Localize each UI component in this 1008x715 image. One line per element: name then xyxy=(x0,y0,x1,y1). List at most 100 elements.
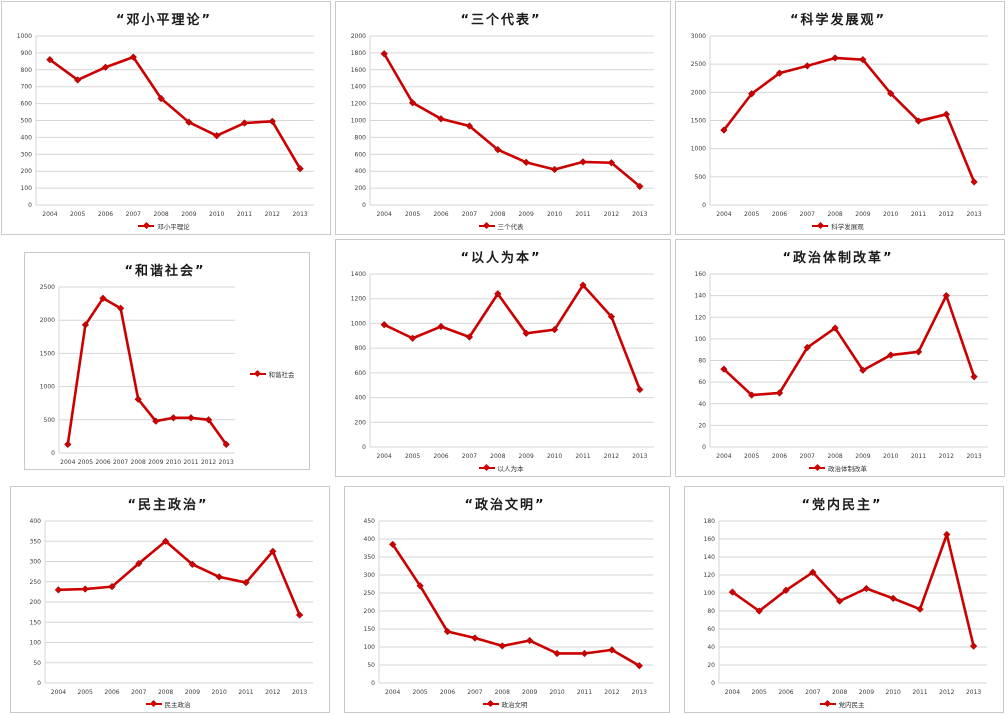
svg-text:2010: 2010 xyxy=(549,689,564,696)
legend-line-marker-icon xyxy=(812,224,829,227)
svg-text:2011: 2011 xyxy=(183,459,198,466)
svg-text:100: 100 xyxy=(21,185,33,192)
svg-text:2007: 2007 xyxy=(131,689,146,696)
svg-text:400: 400 xyxy=(30,518,42,525)
svg-text:2012: 2012 xyxy=(939,211,954,218)
grid-cell: “科学发展观” 0 500 1000 1500 2000 2500 3000 2004 2005… xyxy=(674,0,1008,238)
svg-text:2013: 2013 xyxy=(219,459,234,466)
svg-text:50: 50 xyxy=(33,660,41,667)
svg-text:2500: 2500 xyxy=(691,61,706,68)
svg-text:400: 400 xyxy=(21,134,33,141)
svg-text:160: 160 xyxy=(704,536,716,543)
svg-text:2007: 2007 xyxy=(462,453,477,460)
legend-line-marker-icon xyxy=(478,466,495,469)
legend-line-marker-icon xyxy=(478,224,495,227)
svg-text:2004: 2004 xyxy=(725,689,740,696)
svg-text:2010: 2010 xyxy=(547,211,562,218)
grid-cell: “政治体制改革” 0 20 40 60 80 100 120 140 160 2004 2005 20… xyxy=(674,238,1008,480)
grid-cell: “和谐社会” 0 500 1000 1500 2000 2500 2004 2005 2006 2… xyxy=(0,238,334,480)
svg-text:2009: 2009 xyxy=(519,453,534,460)
legend-label: 科学发展观 xyxy=(831,222,864,231)
svg-text:2012: 2012 xyxy=(939,453,954,460)
svg-text:2005: 2005 xyxy=(78,689,93,696)
chart-panel-yiren-weiben: “以人为本” 0 200 400 600 800 1000 1200 1400 2004 2005… xyxy=(335,239,671,477)
svg-text:400: 400 xyxy=(355,395,367,402)
svg-text:200: 200 xyxy=(21,168,33,175)
svg-text:2012: 2012 xyxy=(604,211,619,218)
svg-text:2004: 2004 xyxy=(716,211,731,218)
svg-text:2008: 2008 xyxy=(490,453,505,460)
svg-text:2006: 2006 xyxy=(772,453,787,460)
svg-text:3000: 3000 xyxy=(691,33,706,40)
chart-title: “三个代表” xyxy=(460,13,542,28)
chart-body: 0 200 400 600 800 1000 1200 1400 2004 2005 2006 200… xyxy=(340,267,662,474)
chart-body: 0 20 40 60 80 100 120 140 160 180 2004 2005 2006 2007… xyxy=(689,514,995,710)
svg-text:120: 120 xyxy=(704,572,716,579)
line-chart: 0 200 400 600 800 1000 1200 1400 1600 1800 2000 200… xyxy=(340,29,662,219)
legend-label: 三个代表 xyxy=(497,222,524,231)
line-chart: 0 100 200 300 400 500 600 700 800 900 1000 2004 2005… xyxy=(6,29,322,219)
svg-text:2007: 2007 xyxy=(467,689,482,696)
svg-text:2008: 2008 xyxy=(832,689,847,696)
svg-text:50: 50 xyxy=(367,662,375,669)
legend-line-marker-icon xyxy=(482,702,499,705)
svg-text:2007: 2007 xyxy=(800,211,815,218)
svg-text:1000: 1000 xyxy=(691,146,706,153)
svg-text:2000: 2000 xyxy=(40,317,55,324)
svg-text:150: 150 xyxy=(364,626,376,633)
svg-text:2011: 2011 xyxy=(911,211,926,218)
svg-text:2000: 2000 xyxy=(691,89,706,96)
chart-legend: 邓小平理论 xyxy=(6,219,322,232)
chart-panel-kexue-fazhanguan: “科学发展观” 0 500 1000 1500 2000 2500 3000 2004 2005… xyxy=(675,1,1005,235)
chart-title: “政治体制改革” xyxy=(782,251,894,266)
chart-panel-sange-daibiao: “三个代表” 0 200 400 600 800 1000 1200 1400 1600 1800… xyxy=(335,1,671,235)
svg-text:1600: 1600 xyxy=(351,67,366,74)
svg-text:2004: 2004 xyxy=(377,211,392,218)
svg-text:2009: 2009 xyxy=(181,211,196,218)
svg-text:0: 0 xyxy=(702,202,706,209)
line-chart: 0 200 400 600 800 1000 1200 1400 2004 2005 2006 200… xyxy=(340,267,662,461)
chart-title: “和谐社会” xyxy=(124,264,206,279)
legend-line-marker-icon xyxy=(249,372,266,375)
chart-panel-dangnei-minzhu: “党内民主” 0 20 40 60 80 100 120 140 160 180 2004 2005 2… xyxy=(684,486,1004,713)
svg-text:2007: 2007 xyxy=(462,211,477,218)
chart-title: “党内民主” xyxy=(801,498,883,513)
svg-text:2011: 2011 xyxy=(577,689,592,696)
chart-legend: 政治体制改革 xyxy=(680,461,996,474)
legend-label: 和谐社会 xyxy=(268,370,295,379)
svg-text:250: 250 xyxy=(364,590,376,597)
chart-panel-zhengzhi-tizhi-gaige: “政治体制改革” 0 20 40 60 80 100 120 140 160 2004 2005 20… xyxy=(675,239,1005,477)
svg-text:100: 100 xyxy=(695,336,707,343)
svg-text:200: 200 xyxy=(355,419,367,426)
line-chart: 0 50 100 150 200 250 300 350 400 450 2004 2005 2006 2… xyxy=(349,514,661,697)
svg-text:2010: 2010 xyxy=(886,689,901,696)
svg-text:2005: 2005 xyxy=(78,459,93,466)
svg-text:40: 40 xyxy=(707,644,715,651)
chart-body: 0 50 100 150 200 250 300 350 400 2004 2005 2006 2007… xyxy=(15,514,321,710)
chart-body: 0 50 100 150 200 250 300 350 400 450 2004 2005 2006 2… xyxy=(349,514,661,710)
line-chart: 0 20 40 60 80 100 120 140 160 2004 2005 2006 2007 200… xyxy=(680,267,996,461)
svg-text:140: 140 xyxy=(704,554,716,561)
svg-text:350: 350 xyxy=(364,554,376,561)
svg-text:2006: 2006 xyxy=(778,689,793,696)
svg-text:2006: 2006 xyxy=(433,453,448,460)
svg-text:500: 500 xyxy=(21,118,33,125)
svg-text:2007: 2007 xyxy=(126,211,141,218)
svg-text:2004: 2004 xyxy=(51,689,66,696)
svg-text:2004: 2004 xyxy=(60,459,75,466)
svg-text:400: 400 xyxy=(364,536,376,543)
chart-panel-zhengzhi-wenming: “政治文明” 0 50 100 150 200 250 300 350 400 450 2004 20… xyxy=(344,486,670,713)
svg-text:2010: 2010 xyxy=(212,689,227,696)
svg-text:2500: 2500 xyxy=(40,284,55,291)
svg-text:2013: 2013 xyxy=(966,211,981,218)
chart-title: “民主政治” xyxy=(127,498,209,513)
svg-text:2008: 2008 xyxy=(827,211,842,218)
svg-text:2010: 2010 xyxy=(547,453,562,460)
svg-text:2005: 2005 xyxy=(412,689,427,696)
svg-text:200: 200 xyxy=(355,185,367,192)
svg-text:40: 40 xyxy=(698,401,706,408)
chart-legend: 党内民主 xyxy=(689,697,995,710)
svg-text:2005: 2005 xyxy=(70,211,85,218)
svg-text:80: 80 xyxy=(698,358,706,365)
svg-text:60: 60 xyxy=(698,379,706,386)
